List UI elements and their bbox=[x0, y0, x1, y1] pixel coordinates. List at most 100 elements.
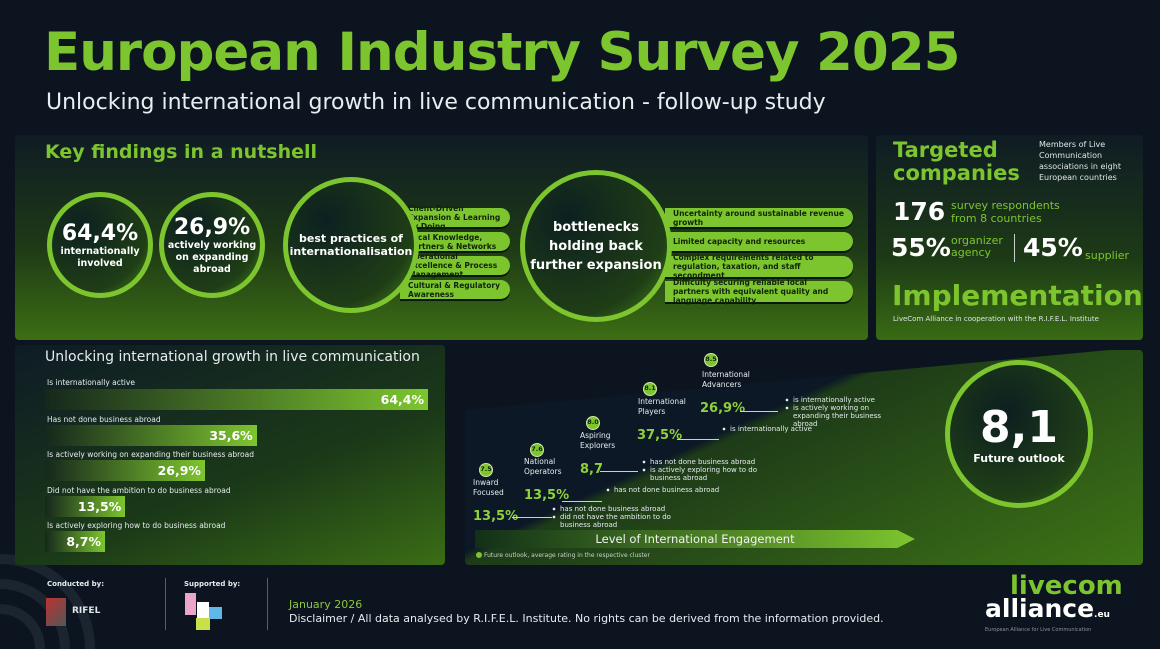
implementation-text: LiveCom Alliance in cooperation with the… bbox=[893, 315, 1099, 323]
organizer-pct: 55% bbox=[891, 233, 951, 262]
rating-legend-icon bbox=[476, 552, 482, 558]
bottlenecks-title: bottlenecks bbox=[552, 219, 640, 235]
cluster-bullet: is actively exploring how to do business… bbox=[642, 466, 762, 482]
bar-label: Did not have the ambition to do business… bbox=[47, 486, 231, 495]
supported-by-label: Supported by: bbox=[184, 580, 241, 588]
bar: 64,4% bbox=[45, 389, 428, 410]
cluster-connector bbox=[562, 501, 602, 502]
bottleneck-item: Difficulty securing reliable local partn… bbox=[665, 278, 853, 305]
bottleneck-item: Limited capacity and resources bbox=[665, 232, 853, 251]
bottleneck-item: Uncertainty around sustainable revenue g… bbox=[665, 208, 853, 227]
respondents-label-line: survey respondents bbox=[951, 199, 1060, 212]
best-practice-item: Local Knowledge, Partners & Networks bbox=[400, 232, 510, 251]
best-practices-title: internationalisation bbox=[289, 245, 413, 258]
future-outlook-circle: 8,1 Future outlook bbox=[945, 360, 1093, 508]
cluster-bullet: has not done business abroad bbox=[552, 505, 666, 513]
divider bbox=[267, 578, 268, 630]
boe-logo-block bbox=[196, 618, 210, 630]
page-subtitle: Unlocking international growth in live c… bbox=[46, 90, 826, 115]
supplier-label: supplier bbox=[1085, 249, 1130, 262]
bar-label: Has not done business abroad bbox=[47, 415, 161, 424]
cluster-name: Aspiring bbox=[580, 431, 611, 440]
divider bbox=[1014, 234, 1015, 262]
stat-label: actively working bbox=[167, 239, 257, 251]
respondents-count: 176 bbox=[893, 197, 946, 226]
bar: 35,6% bbox=[45, 425, 257, 446]
bar: 8,7% bbox=[45, 531, 105, 552]
page-title: European Industry Survey 2025 bbox=[44, 22, 961, 83]
boe-logo-block bbox=[185, 593, 196, 615]
cluster-rating-badge: 7.5 bbox=[479, 463, 493, 477]
bar-value-label: 8,7% bbox=[66, 534, 101, 549]
targeted-description: Members of Live Communication associatio… bbox=[1039, 140, 1121, 182]
cluster-rating-badge: 8.1 bbox=[643, 382, 657, 396]
bottlenecks-title: holding back bbox=[549, 238, 643, 254]
targeted-title: Targeted companies bbox=[893, 139, 1020, 185]
targeted-title-line: Targeted bbox=[893, 138, 998, 162]
livecom-logo-bottom: alliance.eu bbox=[985, 596, 1110, 628]
organizer-label-line: agency bbox=[951, 246, 992, 259]
cluster-name: Players bbox=[638, 407, 666, 416]
stat-value: 64,4% bbox=[61, 220, 139, 246]
livecom-logo-suffix: .eu bbox=[1094, 610, 1110, 620]
bottlenecks-circle: bottlenecks holding back further expansi… bbox=[520, 170, 672, 322]
cluster-name: Operators bbox=[524, 467, 562, 476]
cluster-share: 13,5% bbox=[473, 509, 519, 524]
bar-label: Is actively exploring how to do business… bbox=[47, 521, 226, 530]
disclaimer: Disclaimer / All data analysed by R.I.F.… bbox=[289, 612, 884, 625]
best-practices-title: best practices of bbox=[299, 232, 403, 245]
targeted-title-line: companies bbox=[893, 161, 1020, 185]
rating-footnote: Future outlook, average rating in the re… bbox=[484, 552, 650, 559]
cluster-name: International bbox=[702, 370, 750, 379]
bar: 13,5% bbox=[45, 496, 126, 517]
livecom-logo-word: alliance bbox=[985, 594, 1095, 623]
cluster-connector bbox=[677, 439, 719, 440]
stat-label: on expanding bbox=[175, 251, 249, 263]
cluster-share: 13,5% bbox=[524, 488, 570, 503]
bottlenecks-title: further expansion bbox=[530, 257, 662, 273]
bar-value-label: 35,6% bbox=[209, 428, 253, 443]
cluster-bullet: has not done business abroad bbox=[606, 486, 720, 494]
cluster-name: Advancers bbox=[702, 380, 742, 389]
respondents-label-line: from 8 countries bbox=[951, 212, 1042, 225]
livecom-tagline: European Alliance for Live Communication bbox=[985, 627, 1092, 633]
supplier-pct: 45% bbox=[1023, 233, 1083, 262]
best-practice-item: Cultural & Regulatory Awareness bbox=[400, 280, 510, 299]
cluster-rating-badge: 8.5 bbox=[704, 353, 718, 367]
cluster-name: National bbox=[524, 457, 556, 466]
cluster-name: International bbox=[638, 397, 686, 406]
bar-chart-panel: Unlocking international growth in live c… bbox=[15, 345, 445, 565]
best-practices-circle: best practices of internationalisation bbox=[283, 177, 419, 313]
bar-value-label: 64,4% bbox=[380, 392, 424, 407]
conducted-by-label: Conducted by: bbox=[47, 580, 104, 588]
bar-value-label: 13,5% bbox=[77, 499, 122, 514]
cluster-share: 26,9% bbox=[700, 401, 746, 416]
stat-actively-expanding: 26,9% actively working on expanding abro… bbox=[159, 192, 265, 298]
chart-title: Unlocking international growth in live c… bbox=[45, 349, 420, 365]
cluster-share: 37,5% bbox=[637, 428, 683, 443]
cluster-rating-badge: 8.0 bbox=[586, 416, 600, 430]
livecom-logo-top: livecom bbox=[1010, 571, 1123, 601]
cluster-name: Focused bbox=[473, 488, 504, 497]
organizer-label: organizer agency bbox=[951, 235, 1003, 259]
future-outlook-value: 8,1 bbox=[980, 401, 1058, 453]
cluster-share: 8,7 bbox=[580, 462, 604, 477]
stat-label: internationally bbox=[60, 245, 140, 257]
future-outlook-label: Future outlook bbox=[973, 451, 1065, 465]
engagement-arrow: Level of International Engagement bbox=[475, 530, 915, 548]
best-practice-item: Client-Driven Expansion & Learning by Do… bbox=[400, 204, 510, 231]
bar-label: Is actively working on expanding their b… bbox=[47, 450, 254, 459]
cluster-bullet: is internationally active bbox=[785, 396, 875, 404]
cluster-bullet: is internationally active bbox=[722, 425, 812, 433]
cluster-name: Explorers bbox=[580, 441, 616, 450]
stat-label: abroad bbox=[193, 263, 231, 275]
targeted-companies-panel: Targeted companies Members of Live Commu… bbox=[876, 135, 1143, 340]
rifel-logo: RIFEL bbox=[72, 606, 101, 616]
bar: 26,9% bbox=[45, 460, 205, 481]
stat-internationally-involved: 64,4% internationally involved bbox=[47, 192, 153, 298]
bar-value-label: 26,9% bbox=[157, 463, 201, 478]
stat-value: 26,9% bbox=[173, 214, 251, 240]
cluster-bullet: did not have the ambition to do business… bbox=[552, 513, 672, 529]
cluster-connector bbox=[512, 517, 552, 518]
cluster-bullet: is actively working on expanding their b… bbox=[785, 404, 905, 428]
